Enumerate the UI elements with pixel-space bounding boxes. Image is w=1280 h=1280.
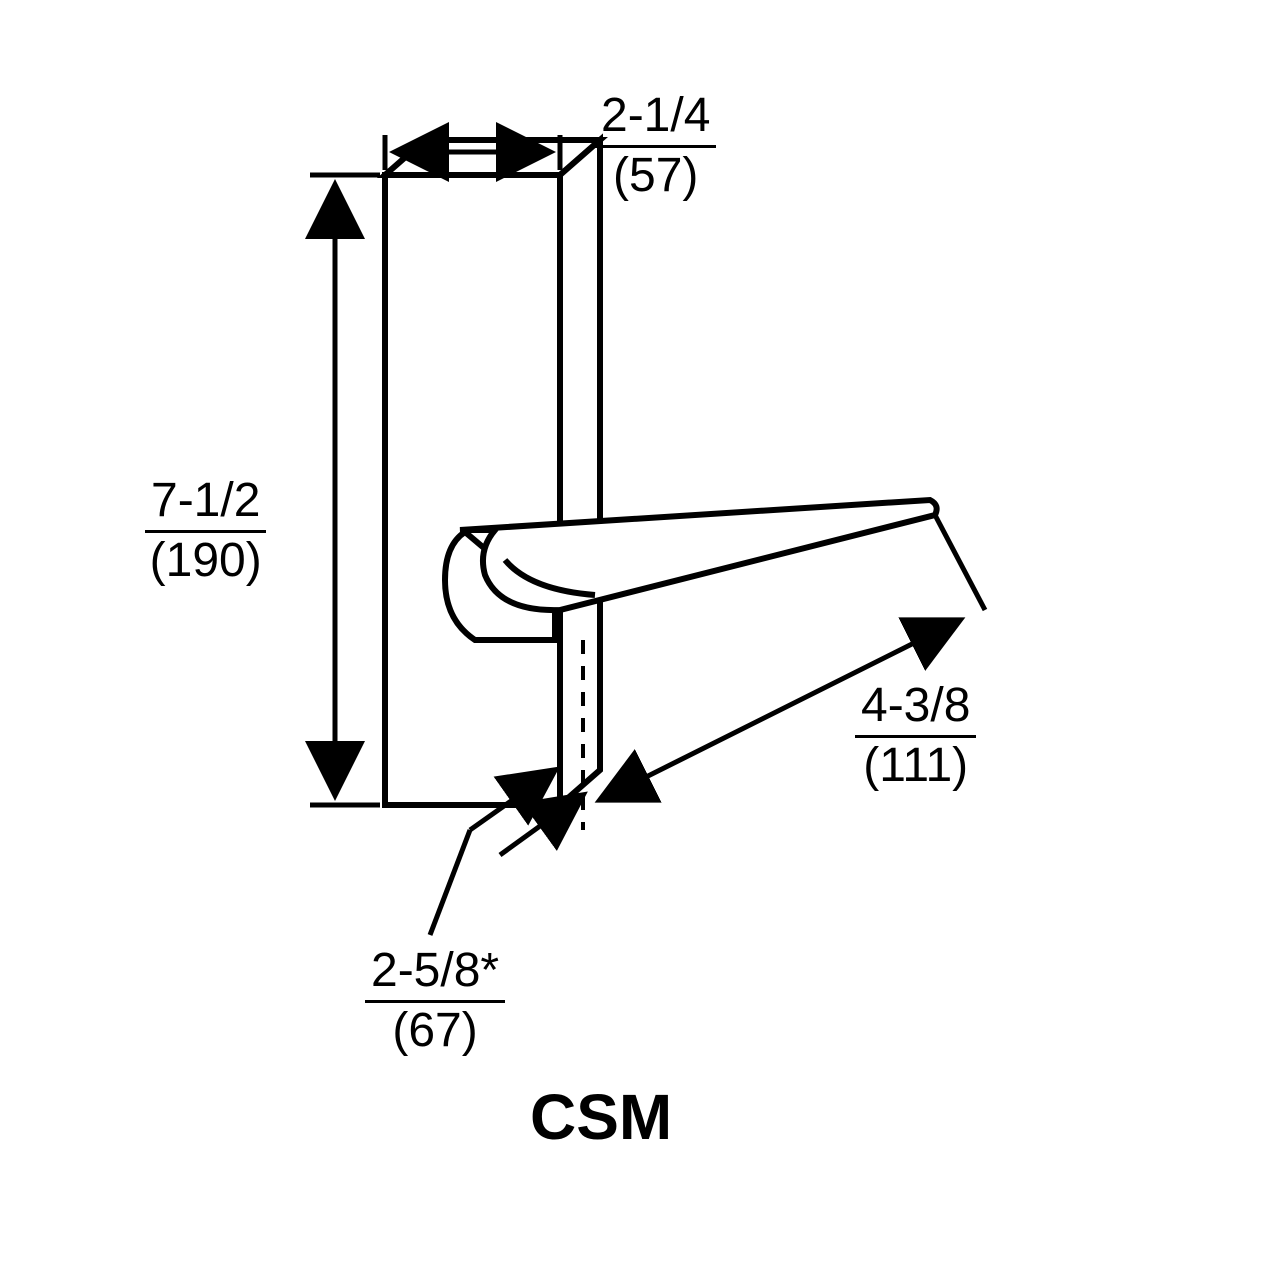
dim-lever-projection-label: 4-3/8 (111)	[855, 680, 976, 793]
escutcheon-plate	[385, 140, 600, 805]
dim-height-label: 7-1/2 (190)	[145, 475, 266, 588]
dim-height	[310, 175, 380, 805]
model-label: CSM	[530, 1080, 672, 1154]
dim-lever-offset-label: 2-5/8* (67)	[365, 945, 505, 1058]
dim-width-label: 2-1/4 (57)	[595, 90, 716, 203]
